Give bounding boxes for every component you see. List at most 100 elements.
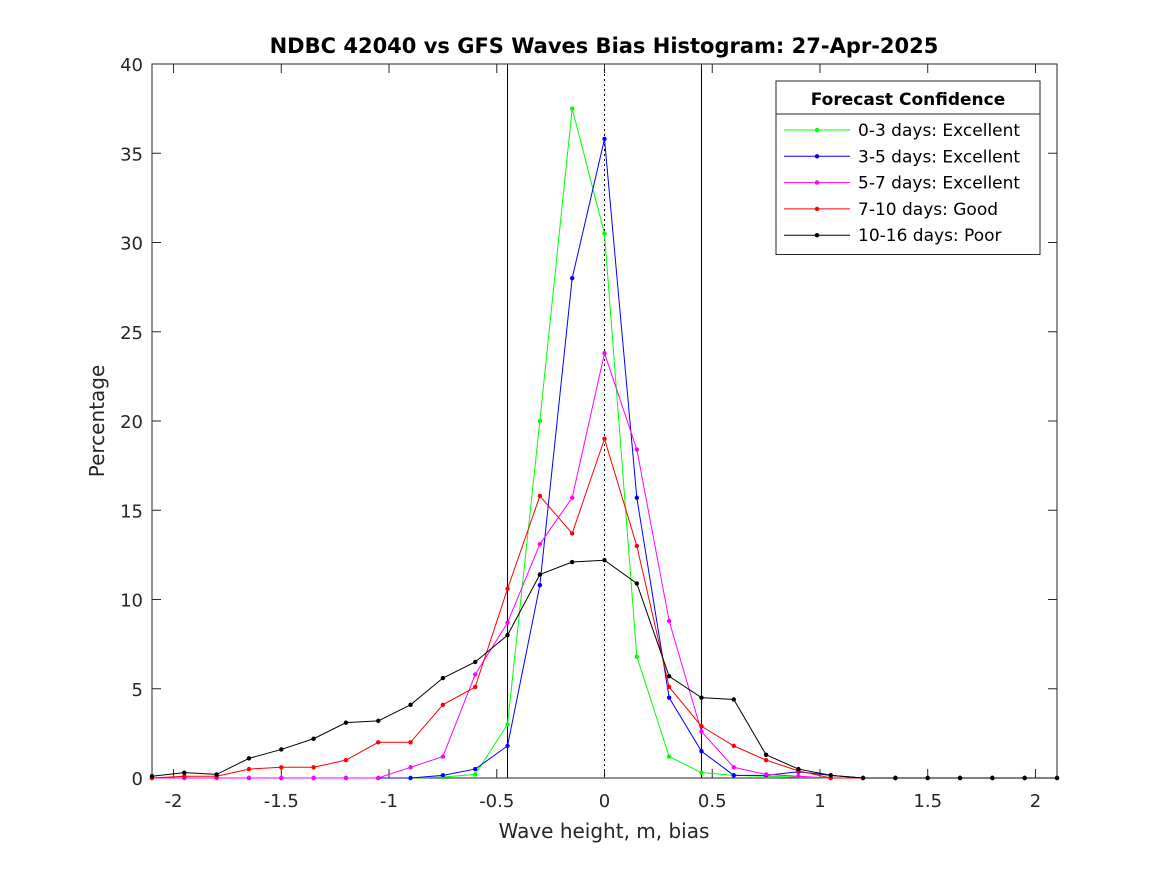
data-point	[763, 752, 769, 757]
x-tick-label: -1.5	[264, 791, 299, 812]
data-point	[602, 436, 607, 442]
data-point	[537, 583, 543, 588]
y-tick-label: 40	[120, 55, 143, 76]
data-point	[763, 772, 769, 777]
y-tick-label: 5	[132, 680, 143, 701]
data-point	[311, 765, 316, 770]
data-point	[408, 702, 413, 708]
data-point	[311, 736, 316, 741]
data-point	[666, 754, 672, 759]
data-point	[634, 495, 640, 500]
data-point	[376, 740, 381, 745]
data-point	[505, 586, 510, 591]
x-tick-label: -2	[165, 791, 183, 812]
data-point	[957, 775, 963, 781]
data-point	[343, 757, 349, 763]
x-tick-label: 2	[1030, 791, 1041, 812]
y-tick-label: 10	[120, 591, 143, 612]
data-point	[731, 743, 736, 749]
data-point	[893, 775, 898, 781]
data-point	[860, 775, 866, 781]
y-axis-label: Percentage	[85, 365, 109, 478]
data-point	[925, 775, 930, 781]
data-point	[569, 276, 575, 281]
data-point	[763, 757, 769, 763]
data-point	[376, 718, 381, 724]
x-tick-label: 1	[814, 791, 825, 812]
y-tick-label: 25	[120, 323, 143, 344]
data-point	[602, 136, 607, 142]
legend-marker	[814, 206, 820, 212]
data-point	[699, 749, 704, 754]
data-point	[408, 775, 413, 781]
legend-label: 3-5 days: Excellent	[858, 147, 1020, 167]
data-point	[376, 775, 381, 781]
data-point	[214, 772, 219, 777]
legend-entry: 0-3 days: Excellent	[784, 121, 1020, 141]
data-point	[408, 765, 413, 770]
data-point	[279, 765, 284, 770]
data-point	[343, 720, 349, 725]
data-point	[634, 447, 640, 452]
legend-marker	[814, 180, 820, 185]
legend-entry: 10-16 days: Poor	[784, 226, 1002, 246]
data-point	[731, 773, 736, 778]
data-point	[473, 772, 478, 777]
legend-label: 0-3 days: Excellent	[858, 121, 1020, 141]
data-point	[1054, 775, 1060, 781]
data-point	[666, 674, 672, 679]
legend-entry: 5-7 days: Excellent	[784, 174, 1020, 194]
legend-entry: 7-10 days: Good	[784, 200, 998, 220]
data-point	[537, 572, 543, 577]
data-point	[666, 618, 672, 624]
legend-label: 10-16 days: Poor	[858, 226, 1002, 246]
y-tick-label: 35	[120, 144, 143, 165]
data-point	[505, 633, 510, 638]
y-tick-label: 0	[132, 769, 143, 790]
y-tick-label: 20	[120, 412, 143, 433]
data-point	[343, 775, 349, 781]
data-point	[182, 770, 187, 775]
data-point	[505, 722, 510, 727]
data-point	[246, 766, 252, 772]
data-point	[473, 672, 478, 677]
data-point	[279, 775, 284, 781]
data-point	[440, 773, 446, 778]
data-point	[505, 743, 510, 749]
data-point	[182, 774, 187, 779]
data-point	[537, 541, 543, 547]
y-tick-label: 15	[120, 501, 143, 522]
y-tick-label: 30	[120, 234, 143, 255]
data-point	[473, 684, 478, 690]
data-point	[731, 697, 736, 702]
legend-entry: 3-5 days: Excellent	[784, 147, 1020, 167]
data-point	[828, 773, 833, 778]
data-point	[246, 775, 252, 781]
data-point	[569, 559, 575, 565]
legend-title: Forecast Confidence	[811, 90, 1006, 110]
data-point	[699, 770, 704, 775]
x-axis-label: Wave height, m, bias	[499, 819, 710, 843]
x-tick-label: 0.5	[698, 791, 727, 812]
data-point	[440, 675, 446, 681]
data-point	[990, 775, 995, 781]
legend-label: 5-7 days: Excellent	[858, 174, 1020, 194]
legend-marker	[814, 127, 820, 133]
data-point	[1022, 775, 1027, 781]
legend-label: 7-10 days: Good	[858, 200, 998, 220]
data-point	[699, 724, 704, 729]
data-point	[537, 493, 543, 499]
data-point	[796, 766, 801, 772]
data-point	[666, 695, 672, 700]
data-point	[634, 543, 640, 549]
data-point	[569, 106, 575, 111]
data-point	[440, 754, 446, 759]
data-point	[569, 495, 575, 500]
data-point	[440, 702, 446, 708]
data-point	[279, 747, 284, 752]
data-point	[602, 558, 607, 563]
data-point	[149, 774, 155, 779]
data-point	[505, 620, 510, 625]
